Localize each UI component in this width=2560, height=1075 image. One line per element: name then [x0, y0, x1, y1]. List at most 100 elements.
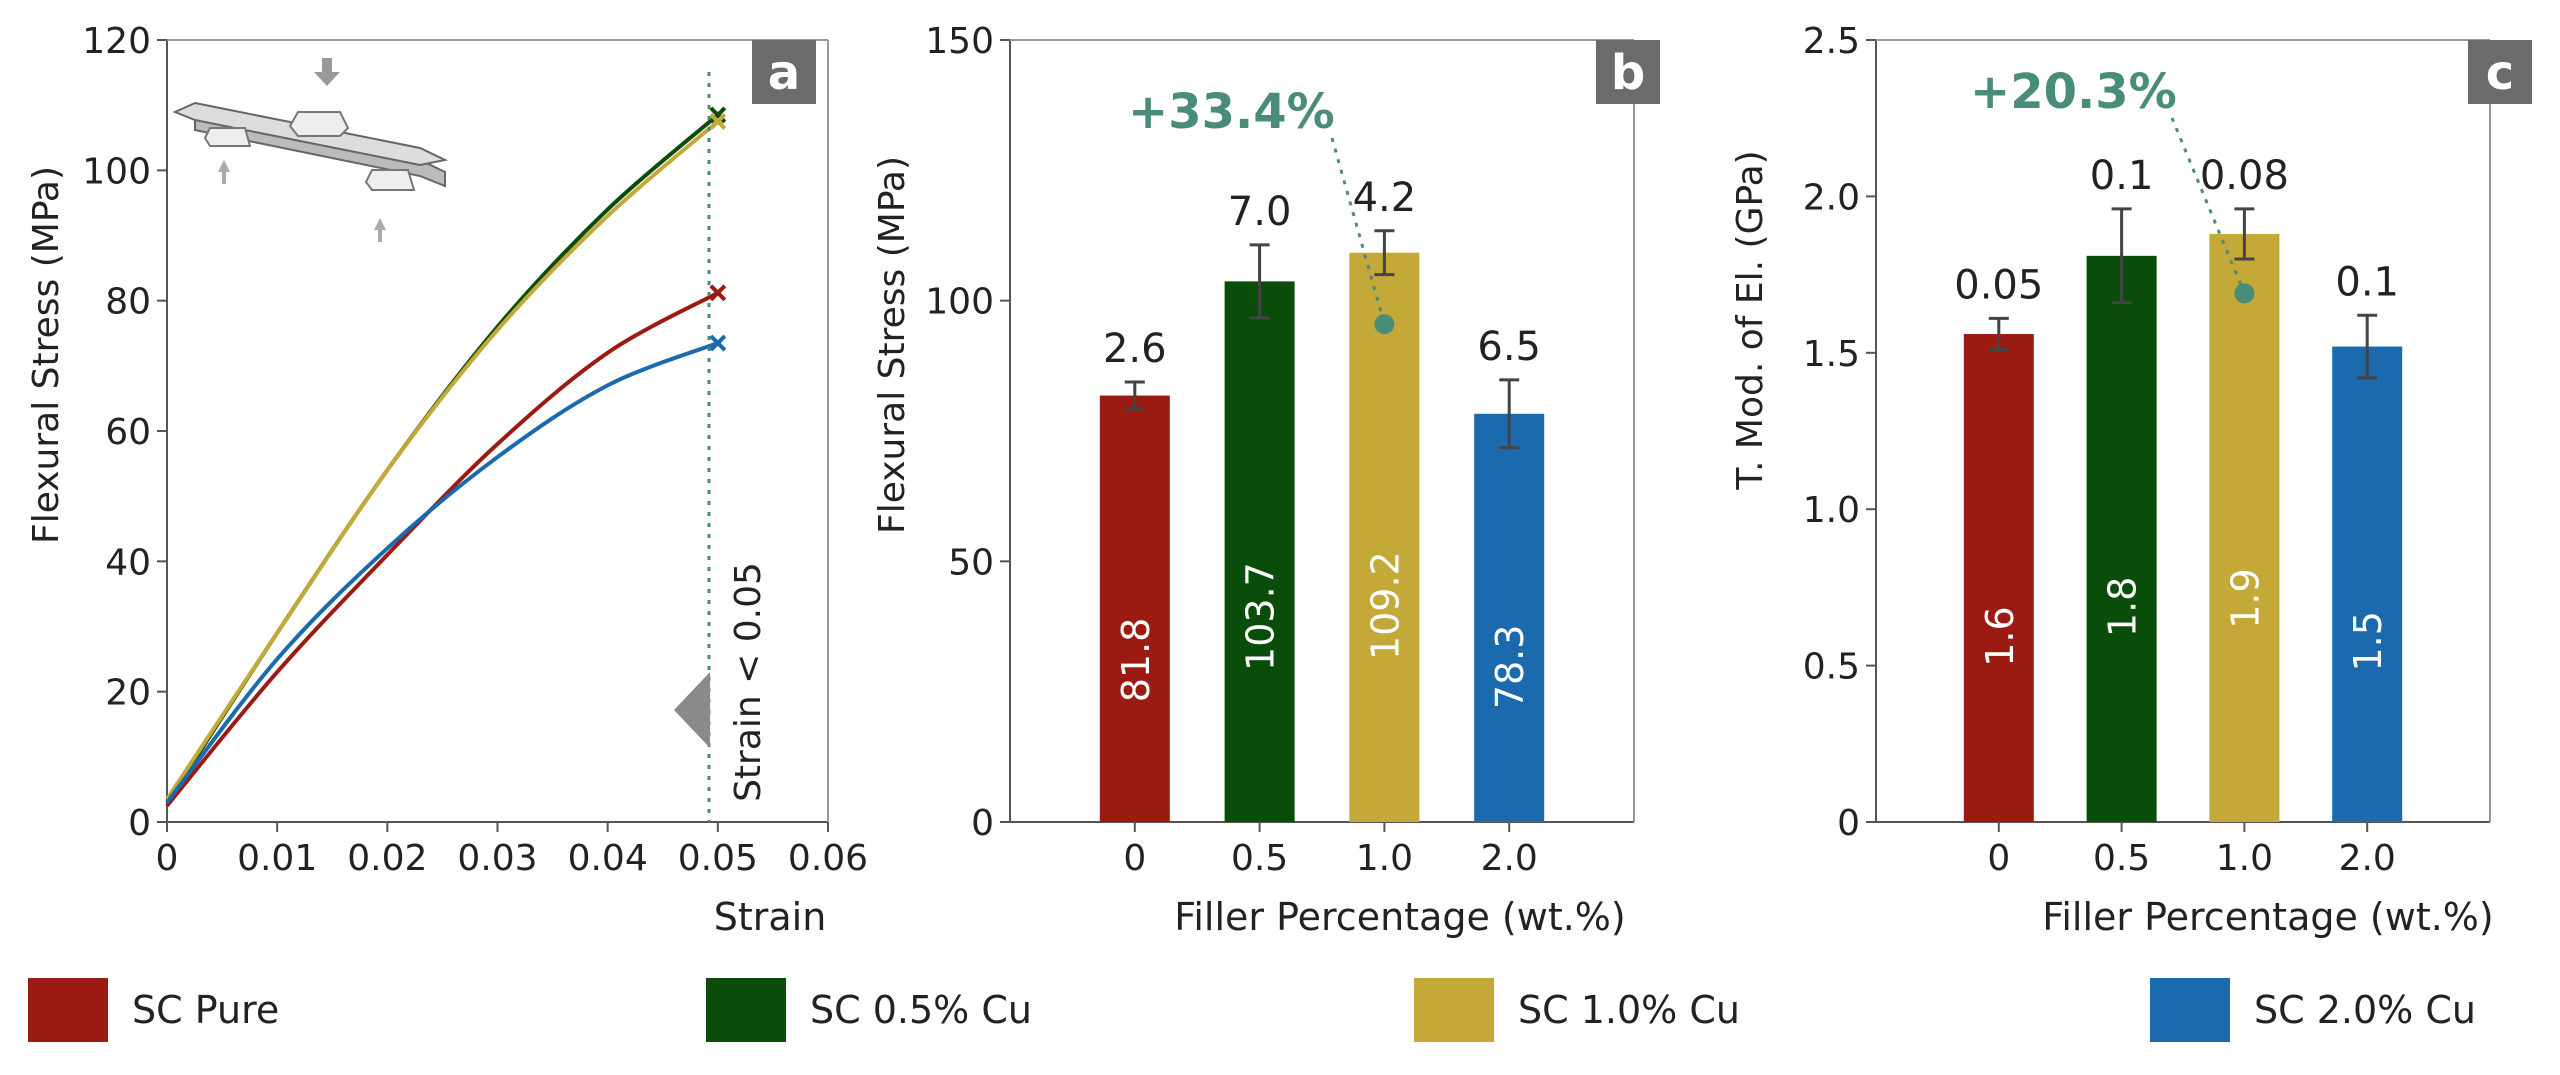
- panel-c-xlabel: Filler Percentage (wt.%): [2042, 895, 2494, 939]
- panel-c-annotation: +20.3%: [1970, 64, 2177, 120]
- error-label: 7.0: [1228, 189, 1292, 235]
- panel-b-annotation: +33.4%: [1128, 84, 1335, 140]
- end-marker-sc-pure: [709, 284, 727, 302]
- y-tick-label: 60: [105, 412, 151, 453]
- x-tick-label: 0: [156, 838, 179, 879]
- bar-0: [1963, 334, 2034, 822]
- legend-swatch: [1414, 978, 1494, 1042]
- y-tick-label: 1.5: [1803, 334, 1860, 375]
- marker-stroke: [709, 113, 727, 130]
- x-tick-label: 0: [1123, 838, 1146, 879]
- legend-label: SC 1.0% Cu: [1518, 988, 1740, 1032]
- series-line-sc-1-0-cu: [165, 119, 720, 801]
- x-tick-label: 0: [1987, 838, 2010, 879]
- strain-limit-annotation: Strain < 0.05: [728, 562, 769, 802]
- y-tick-label: 0.5: [1803, 647, 1860, 688]
- panel-a-series: [165, 106, 727, 807]
- svg-text:b: b: [1611, 45, 1645, 101]
- x-tick-label: 0.5: [1231, 838, 1288, 879]
- y-tick-label: 0: [128, 803, 151, 844]
- x-tick-label: 0.04: [568, 838, 648, 879]
- panel-a-axes: [166, 39, 829, 823]
- bar-value-label: 78.3: [1488, 625, 1532, 710]
- y-tick-label: 120: [82, 21, 151, 62]
- bar-2.0: [2332, 346, 2403, 822]
- bar-0.5: [2086, 255, 2157, 822]
- bar-value-label: 103.7: [1239, 562, 1283, 671]
- x-tick-label: 2.0: [1481, 838, 1538, 879]
- y-tick-label: 2.5: [1803, 21, 1860, 62]
- strain-limit-arrow-icon: [674, 672, 710, 748]
- legend-sc-2-0-cu: SC 2.0% Cu: [2150, 978, 2476, 1042]
- error-label: 4.2: [1353, 175, 1417, 221]
- panel-c-ylabel: T. Mod. of El. (GPa): [1730, 150, 1771, 490]
- panel-b-ylabel: Flexural Stress (MPa): [872, 156, 913, 534]
- bar-value-label: 1.5: [2346, 611, 2390, 671]
- legend-swatch: [706, 978, 786, 1042]
- x-tick-label: 1.0: [2216, 838, 2273, 879]
- marker-stroke: [709, 334, 727, 352]
- panel-c-bars: 0.05 1.6 0.1 1.8 0.08 1.9 0.1 1.5: [1954, 117, 2403, 822]
- end-marker-sc-2-0-cu: [709, 334, 727, 352]
- legend-sc-1-0-cu: SC 1.0% Cu: [1414, 978, 1740, 1042]
- panel-b-tag: b: [1596, 40, 1660, 104]
- x-tick-label: 0.06: [788, 838, 868, 879]
- three-point-bending-icon: [172, 58, 449, 242]
- legend-label: SC 2.0% Cu: [2254, 988, 2476, 1032]
- panel-a-xlabel: Strain: [714, 895, 827, 939]
- error-label: 0.1: [2090, 153, 2154, 199]
- y-tick-label: 0: [1837, 803, 1860, 844]
- panel-a-ylabel: Flexural Stress (MPa): [26, 166, 67, 544]
- legend-swatch: [28, 978, 108, 1042]
- y-tick-label: 150: [925, 21, 994, 62]
- end-marker-sc-1-0-cu: [709, 113, 727, 130]
- error-label: 0.1: [2335, 259, 2399, 305]
- annotation-marker: [1374, 314, 1395, 335]
- y-tick-label: 0: [971, 803, 994, 844]
- legend-label: SC 0.5% Cu: [810, 988, 1032, 1032]
- x-tick-label: 0.02: [347, 838, 427, 879]
- marker-stroke: [709, 284, 727, 302]
- error-label: 0.05: [1954, 262, 2043, 308]
- bar-0.5: [1224, 281, 1295, 822]
- y-tick-label: 50: [948, 542, 994, 583]
- panel-a-line-chart: Flexural Stress (MPa) Strain 0 20 40 60 80 10…: [26, 21, 868, 939]
- y-tick-label: 100: [925, 282, 994, 323]
- series-line-sc-pure: [165, 291, 719, 807]
- x-tick-label: 0.05: [678, 838, 758, 879]
- bar-0: [1099, 395, 1170, 822]
- legend-sc-0-5-cu: SC 0.5% Cu: [706, 978, 1032, 1042]
- legend-sc-pure: SC Pure: [28, 978, 279, 1042]
- svg-text:c: c: [2486, 45, 2514, 101]
- panel-a-tag: a: [752, 40, 816, 104]
- bar-value-label: 1.6: [1978, 606, 2022, 666]
- panel-c-bar-chart: T. Mod. of El. (GPa) Filler Percentage (…: [1730, 21, 2532, 939]
- x-tick-label: 0.03: [457, 838, 537, 879]
- panel-b-bar-chart: Flexural Stress (MPa) Filler Percentage …: [872, 21, 1660, 939]
- x-tick-label: 0.01: [237, 838, 317, 879]
- panel-c-axes: 0 0.5 1.0 1.5 2.0 2.5 0 0.5 1.0 2.0: [1803, 21, 2491, 879]
- x-tick-label: 1.0: [1356, 838, 1413, 879]
- legend-label: SC Pure: [132, 988, 280, 1032]
- bar-1.0: [2209, 233, 2280, 822]
- panel-b-axes: 0 50 100 150 0 0.5 1.0 2.0: [925, 21, 1635, 879]
- panel-a-yticks: 0 20 40 60 80 100 120: [82, 21, 167, 844]
- error-label: 2.6: [1103, 326, 1167, 372]
- panel-a-xticks: 0 0.01 0.02 0.03 0.04 0.05 0.06: [156, 822, 868, 879]
- bar-value-label: 1.9: [2223, 568, 2267, 628]
- series-line-sc-0-5-cu: [165, 113, 720, 804]
- panel-b-xlabel: Filler Percentage (wt.%): [1174, 895, 1626, 939]
- error-label: 0.08: [2200, 153, 2289, 199]
- y-tick-label: 20: [105, 673, 151, 714]
- legend-swatch: [2150, 978, 2230, 1042]
- series-line-sc-2-0-cu: [165, 341, 719, 804]
- y-tick-label: 2.0: [1803, 177, 1860, 218]
- panel-c-tag: c: [2468, 40, 2532, 104]
- error-label: 6.5: [1477, 324, 1541, 370]
- y-tick-label: 80: [105, 282, 151, 323]
- bar-value-label: 109.2: [1363, 551, 1407, 660]
- annotation-marker: [2234, 283, 2255, 304]
- bar-value-label: 1.8: [2101, 577, 2145, 637]
- bar-value-label: 81.8: [1114, 618, 1158, 703]
